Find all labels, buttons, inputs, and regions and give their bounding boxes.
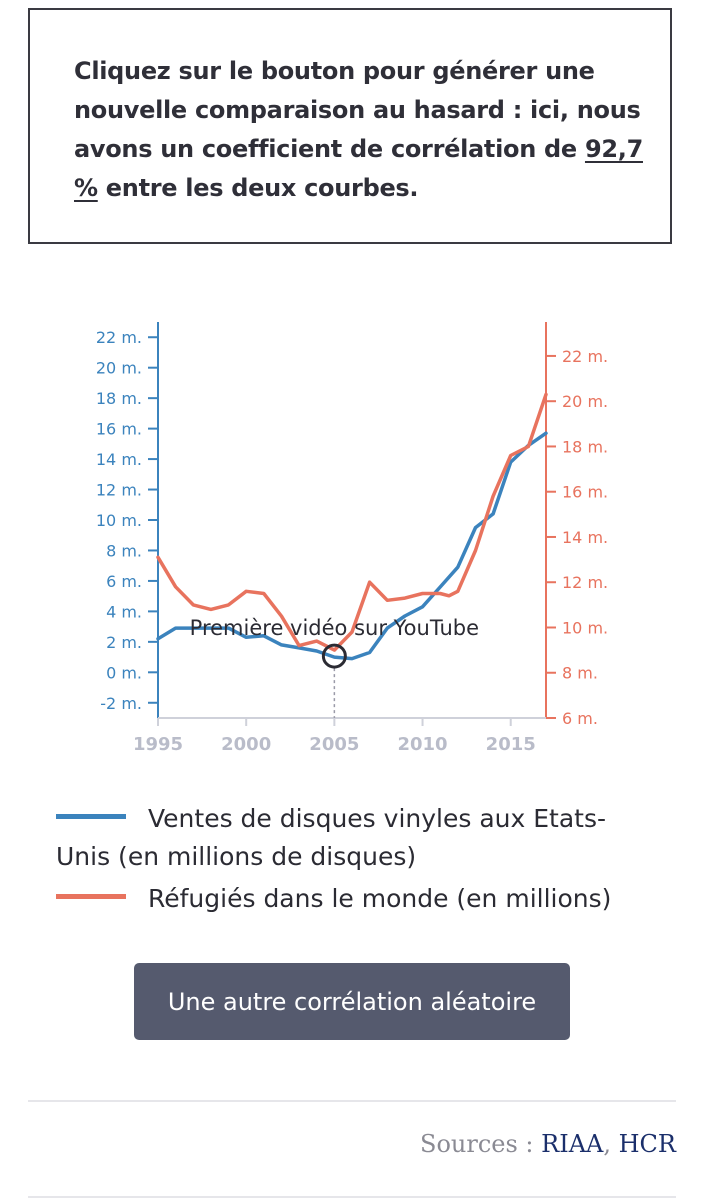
- left-axis-tick-label: 0 m.: [106, 663, 142, 682]
- intro-text-after: entre les deux courbes.: [97, 174, 419, 202]
- annotation-layer: Première vidéo sur YouTube: [190, 616, 479, 718]
- divider-bottom: [28, 1196, 676, 1198]
- left-axis-tick-label: 18 m.: [96, 389, 142, 408]
- right-axis-tick-label: 20 m.: [562, 392, 608, 411]
- legend-swatch-vinyl: [56, 813, 126, 819]
- intro-text-before: Cliquez sur le bouton pour générer une n…: [74, 57, 641, 163]
- annotation-marker: [321, 643, 347, 669]
- right-axis-tick-label: 12 m.: [562, 573, 608, 592]
- legend: Ventes de disques vinyles aux Etats-Unis…: [56, 800, 656, 918]
- left-axis-tick-label: 16 m.: [96, 420, 142, 439]
- x-axis-tick-label: 2015: [486, 734, 536, 755]
- sources-separator: ,: [603, 1130, 619, 1158]
- right-axis-tick-label: 16 m.: [562, 483, 608, 502]
- right-axis-tick-label: 6 m.: [562, 709, 598, 728]
- intro-text: Cliquez sur le bouton pour générer une n…: [74, 52, 644, 208]
- left-axis-tick-label: -2 m.: [100, 694, 142, 713]
- left-axis-tick-label: 20 m.: [96, 359, 142, 378]
- divider-top: [28, 1100, 676, 1102]
- left-axis-tick-label: 12 m.: [96, 481, 142, 500]
- x-axis: 1995 2000 2005 2010 2015: [133, 717, 546, 755]
- right-axis-tick-label: 18 m.: [562, 437, 608, 456]
- left-axis-tick-label: 4 m.: [106, 602, 142, 621]
- correlation-coefficient: 92,7 %: [74, 135, 643, 202]
- legend-swatch-refugees: [56, 893, 126, 899]
- right-axis: 6 m. 8 m. 10 m. 12 m. 14 m. 16 m. 18 m. 20 m. 22…: [545, 322, 608, 728]
- intro-box: Cliquez sur le bouton pour générer une n…: [28, 8, 672, 244]
- sources: Sources : RIAA, HCR: [420, 1130, 676, 1158]
- source-link-riaa[interactable]: RIAA: [541, 1130, 604, 1158]
- right-axis-tick-label: 10 m.: [562, 618, 608, 637]
- annotation-label: Première vidéo sur YouTube: [190, 616, 479, 640]
- x-axis-tick-label: 2000: [221, 734, 271, 755]
- x-axis-tick-label: 2010: [397, 734, 447, 755]
- correlation-chart: -2 m. 0 m. 2 m. 4 m. 6 m. 8 m. 10 m. 12 m. 14 m.…: [96, 322, 608, 755]
- legend-item-refugees: Réfugiés dans le monde (en millions): [56, 880, 656, 918]
- random-correlation-button[interactable]: Une autre corrélation aléatoire: [134, 963, 570, 1040]
- legend-label-vinyl: Ventes de disques vinyles aux Etats-Unis…: [56, 804, 606, 871]
- series-layer: [156, 392, 548, 661]
- legend-label-refugees: Réfugiés dans le monde (en millions): [148, 884, 612, 913]
- x-axis-tick-label: 2005: [309, 734, 359, 755]
- left-axis-tick-label: 22 m.: [96, 328, 142, 347]
- right-axis-tick-label: 14 m.: [562, 528, 608, 547]
- x-axis-tick-label: 1995: [133, 734, 183, 755]
- series-line-refugees: [156, 392, 548, 652]
- left-axis-tick-label: 8 m.: [106, 541, 142, 560]
- right-axis-tick-label: 8 m.: [562, 664, 598, 683]
- left-axis-tick-label: 10 m.: [96, 511, 142, 530]
- left-axis-tick-label: 6 m.: [106, 572, 142, 591]
- left-axis-tick-label: 14 m.: [96, 450, 142, 469]
- left-axis: -2 m. 0 m. 2 m. 4 m. 6 m. 8 m. 10 m. 12 m. 14 m.…: [96, 322, 159, 718]
- legend-item-vinyl: Ventes de disques vinyles aux Etats-Unis…: [56, 800, 656, 876]
- left-axis-tick-label: 2 m.: [106, 633, 142, 652]
- right-axis-tick-label: 22 m.: [562, 347, 608, 366]
- source-link-hcr[interactable]: HCR: [618, 1130, 676, 1158]
- sources-prefix: Sources :: [420, 1130, 542, 1158]
- series-line-vinyl: [156, 431, 548, 661]
